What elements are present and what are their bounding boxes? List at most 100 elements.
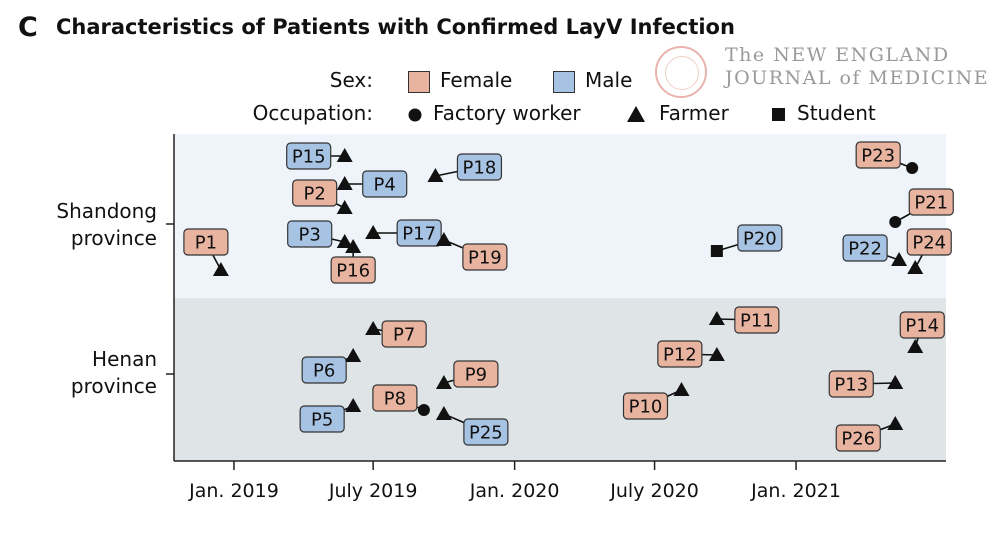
patient-id-label: P1 bbox=[195, 233, 217, 254]
factory-worker-icon bbox=[408, 108, 422, 122]
patient-label-box bbox=[301, 356, 347, 384]
patient-id-label: P15 bbox=[292, 147, 326, 168]
patient-id-label: P21 bbox=[914, 193, 948, 214]
patient-label-box bbox=[734, 306, 780, 334]
farmer-marker bbox=[365, 321, 382, 335]
factory-worker-marker bbox=[906, 162, 919, 174]
patient-label-box bbox=[908, 188, 954, 216]
patient-label-box bbox=[381, 320, 427, 348]
y-label-henan-line1: Henan bbox=[92, 347, 157, 371]
watermark-line-2: JOURNAL of MEDICINE bbox=[725, 67, 990, 89]
farmer-marker bbox=[212, 262, 229, 276]
x-tick-label: Jan. 2020 bbox=[469, 480, 560, 502]
farmer-marker bbox=[336, 176, 353, 190]
patient-label-box bbox=[906, 228, 952, 256]
patient-id-label: P10 bbox=[629, 397, 663, 418]
watermark-line-1: The NEW ENGLAND bbox=[725, 44, 950, 66]
farmer-marker bbox=[336, 234, 353, 248]
farmer-marker bbox=[336, 200, 353, 214]
legend-sex-row: Sex: Female Male bbox=[0, 68, 1000, 96]
patient-label-box bbox=[855, 141, 901, 169]
farmer-marker bbox=[708, 347, 725, 361]
patient-id-label: P2 bbox=[304, 184, 326, 205]
legend-sex-label: Sex: bbox=[329, 68, 373, 92]
female-swatch bbox=[408, 71, 430, 93]
farmer-marker bbox=[365, 225, 382, 239]
factory-worker-marker bbox=[889, 216, 902, 228]
farmer-marker bbox=[907, 260, 924, 274]
patient-id-label: P22 bbox=[848, 239, 882, 260]
patient-label-box bbox=[842, 234, 888, 262]
farmer-marker bbox=[891, 252, 908, 266]
patient-label-box bbox=[362, 170, 408, 198]
patient-label-box bbox=[737, 224, 783, 252]
patient-id-label: P3 bbox=[299, 225, 321, 246]
farmer-marker bbox=[887, 416, 904, 430]
male-swatch bbox=[553, 71, 575, 93]
patient-id-label: P5 bbox=[311, 410, 333, 431]
x-tick-label: July 2019 bbox=[328, 480, 418, 502]
patient-id-label: P26 bbox=[841, 429, 875, 450]
legend-occupation-row: Occupation: Factory worker Farmer Studen… bbox=[0, 101, 1000, 129]
farmer-icon bbox=[627, 106, 645, 122]
patient-label-box bbox=[286, 142, 332, 170]
student-icon bbox=[772, 108, 785, 121]
patient-label-box bbox=[622, 392, 669, 420]
patient-id-label: P16 bbox=[336, 261, 370, 282]
patient-id-label: P18 bbox=[463, 158, 497, 179]
patient-id-label: P6 bbox=[313, 361, 335, 382]
patient-id-label: P14 bbox=[905, 316, 939, 337]
y-label-shandong-line2: province bbox=[70, 226, 157, 250]
patient-label-box bbox=[287, 220, 333, 248]
legend-occupation-label: Occupation: bbox=[252, 101, 373, 125]
farmer-marker bbox=[336, 148, 353, 162]
patient-id-label: P11 bbox=[740, 311, 774, 332]
y-group-label-henan: Henan province bbox=[20, 346, 157, 400]
x-tick-label: July 2020 bbox=[610, 480, 699, 502]
legend-farmer-label: Farmer bbox=[659, 101, 729, 125]
student-marker bbox=[710, 245, 723, 257]
farmer-marker bbox=[435, 406, 452, 420]
patient-label-box bbox=[462, 243, 508, 271]
y-group-label-shandong: Shandong province bbox=[20, 198, 157, 252]
patient-id-label: P25 bbox=[469, 423, 503, 444]
patient-id-label: P23 bbox=[861, 146, 895, 167]
y-label-shandong-line1: Shandong bbox=[56, 199, 157, 223]
farmer-marker bbox=[435, 375, 452, 389]
farmer-marker bbox=[345, 239, 362, 253]
legend-female-label: Female bbox=[440, 68, 513, 92]
patient-label-box bbox=[396, 219, 442, 247]
patient-label-box bbox=[828, 370, 874, 398]
legend-student-label: Student bbox=[797, 101, 876, 125]
farmer-marker bbox=[907, 339, 924, 353]
patient-id-label: P17 bbox=[402, 224, 436, 245]
factory-worker-marker bbox=[417, 404, 430, 416]
patient-id-label: P8 bbox=[384, 389, 406, 410]
patient-id-label: P9 bbox=[465, 365, 487, 386]
journal-seal-icon bbox=[655, 46, 707, 98]
patient-label-box bbox=[835, 424, 881, 452]
patient-id-label: P12 bbox=[663, 345, 697, 366]
patient-label-box bbox=[657, 340, 703, 368]
patient-label-box bbox=[453, 360, 499, 388]
legend-factory-label: Factory worker bbox=[433, 101, 581, 125]
patient-label-box bbox=[456, 153, 503, 181]
patient-id-label: P20 bbox=[743, 229, 777, 250]
patient-label-box bbox=[463, 418, 509, 446]
y-label-henan-line2: province bbox=[70, 374, 157, 398]
farmer-marker bbox=[345, 348, 362, 362]
x-tick-label: Jan. 2021 bbox=[751, 480, 841, 502]
patient-id-label: P4 bbox=[374, 175, 396, 196]
patient-label-box bbox=[372, 384, 418, 412]
legend-male-label: Male bbox=[585, 68, 633, 92]
farmer-marker bbox=[345, 398, 362, 412]
patient-label-box bbox=[299, 405, 345, 433]
chart-title: Characteristics of Patients with Confirm… bbox=[56, 15, 735, 39]
patient-id-label: P13 bbox=[834, 375, 868, 396]
patient-label-box bbox=[899, 311, 945, 339]
patient-id-label: P7 bbox=[393, 325, 415, 346]
patient-id-label: P24 bbox=[912, 233, 946, 254]
farmer-marker bbox=[435, 232, 452, 246]
farmer-marker bbox=[673, 382, 690, 396]
